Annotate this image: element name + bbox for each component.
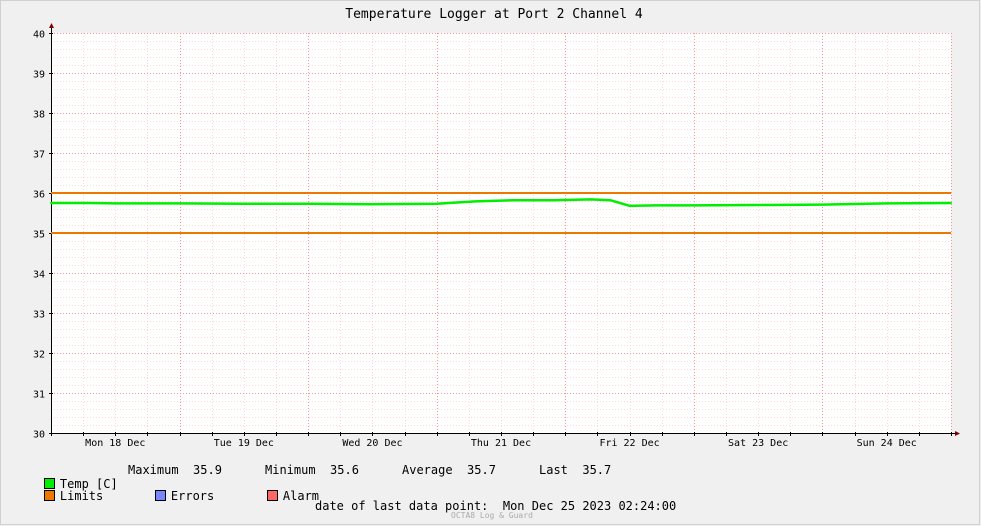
series-point: [178, 202, 181, 205]
series-point: [757, 204, 760, 206]
date-value: Mon Dec 25 2023 02:24:00: [502, 499, 677, 513]
series-point: [435, 202, 438, 205]
y-tick-label: 30: [33, 430, 45, 441]
min-value: 35.6: [330, 463, 359, 477]
series-point: [474, 200, 477, 203]
last-data-point: date of last data point: Mon Dec 25 2023…: [315, 499, 676, 513]
series-point: [590, 198, 592, 201]
x-tick-label: Tue 19 Dec: [214, 438, 274, 449]
x-tick-label: Sun 24 Dec: [857, 438, 917, 449]
legend-max: Maximum 35.9: [128, 463, 222, 477]
y-tick-label: 38: [33, 110, 45, 121]
x-axis-arrow-icon: [955, 431, 960, 436]
series-point: [307, 202, 310, 205]
y-axis-arrow-icon: [49, 23, 54, 28]
series-point: [950, 202, 952, 204]
series-point: [551, 199, 554, 202]
y-tick-label: 33: [33, 310, 45, 321]
avg-value: 35.7: [467, 463, 496, 477]
y-tick-label: 39: [33, 70, 45, 81]
y-tick-label: 35: [33, 230, 45, 241]
last-label: Last: [539, 463, 568, 477]
legend-limits: Limits: [15, 475, 103, 517]
legend-row-stats: Temp [C]: [15, 463, 118, 505]
watermark: OCTA8 Log & Guard: [451, 511, 533, 520]
errors-swatch-icon: [154, 490, 166, 501]
y-tick-label: 32: [33, 350, 45, 361]
series-point: [692, 204, 695, 207]
legend-alarm: Alarm: [238, 475, 319, 517]
max-label: Maximum: [128, 463, 179, 477]
max-value: 35.9: [193, 463, 222, 477]
series-point: [242, 202, 245, 205]
avg-label: Average: [402, 463, 453, 477]
x-tick-label: Fri 22 Dec: [599, 438, 659, 449]
series-line-temp: [51, 198, 952, 208]
chart-title: Temperature Logger at Port 2 Channel 4: [345, 7, 643, 22]
series-point: [512, 199, 515, 202]
legend-temp-label: Temp [C]: [59, 477, 118, 491]
alarm-label: Alarm: [282, 489, 320, 503]
legend-last: Last 35.7: [539, 463, 611, 477]
x-tick-label: Mon 18 Dec: [85, 438, 145, 449]
series-point: [628, 204, 631, 207]
legend-errors: Errors: [126, 475, 214, 517]
legend-min: Minimum 35.6: [265, 463, 359, 477]
y-tick-label: 36: [33, 190, 45, 201]
series-point: [114, 202, 117, 205]
series-point: [50, 202, 52, 204]
min-label: Minimum: [265, 463, 316, 477]
y-tick-label: 34: [33, 270, 45, 281]
y-tick-label: 40: [33, 30, 45, 41]
x-tick-label: Wed 20 Dec: [342, 438, 402, 449]
temp-swatch-icon: [43, 478, 55, 489]
x-tick-label: Thu 21 Dec: [471, 438, 531, 449]
series-point: [88, 202, 91, 204]
x-tick-label: Sat 23 Dec: [728, 438, 788, 449]
y-tick-label: 31: [33, 390, 45, 401]
alarm-swatch-icon: [266, 490, 278, 501]
limits-swatch-icon: [43, 490, 55, 501]
date-label: date of last data point:: [315, 499, 489, 513]
series-point: [885, 202, 888, 205]
legend-avg: Average 35.7: [402, 463, 496, 477]
series-point: [609, 199, 612, 202]
series-point: [821, 203, 824, 206]
last-value: 35.7: [582, 463, 612, 477]
y-tick-label: 37: [33, 150, 45, 161]
series-point: [371, 203, 374, 206]
series-point: [654, 204, 657, 207]
limits-label: Limits: [59, 489, 104, 503]
errors-label: Errors: [170, 489, 215, 503]
